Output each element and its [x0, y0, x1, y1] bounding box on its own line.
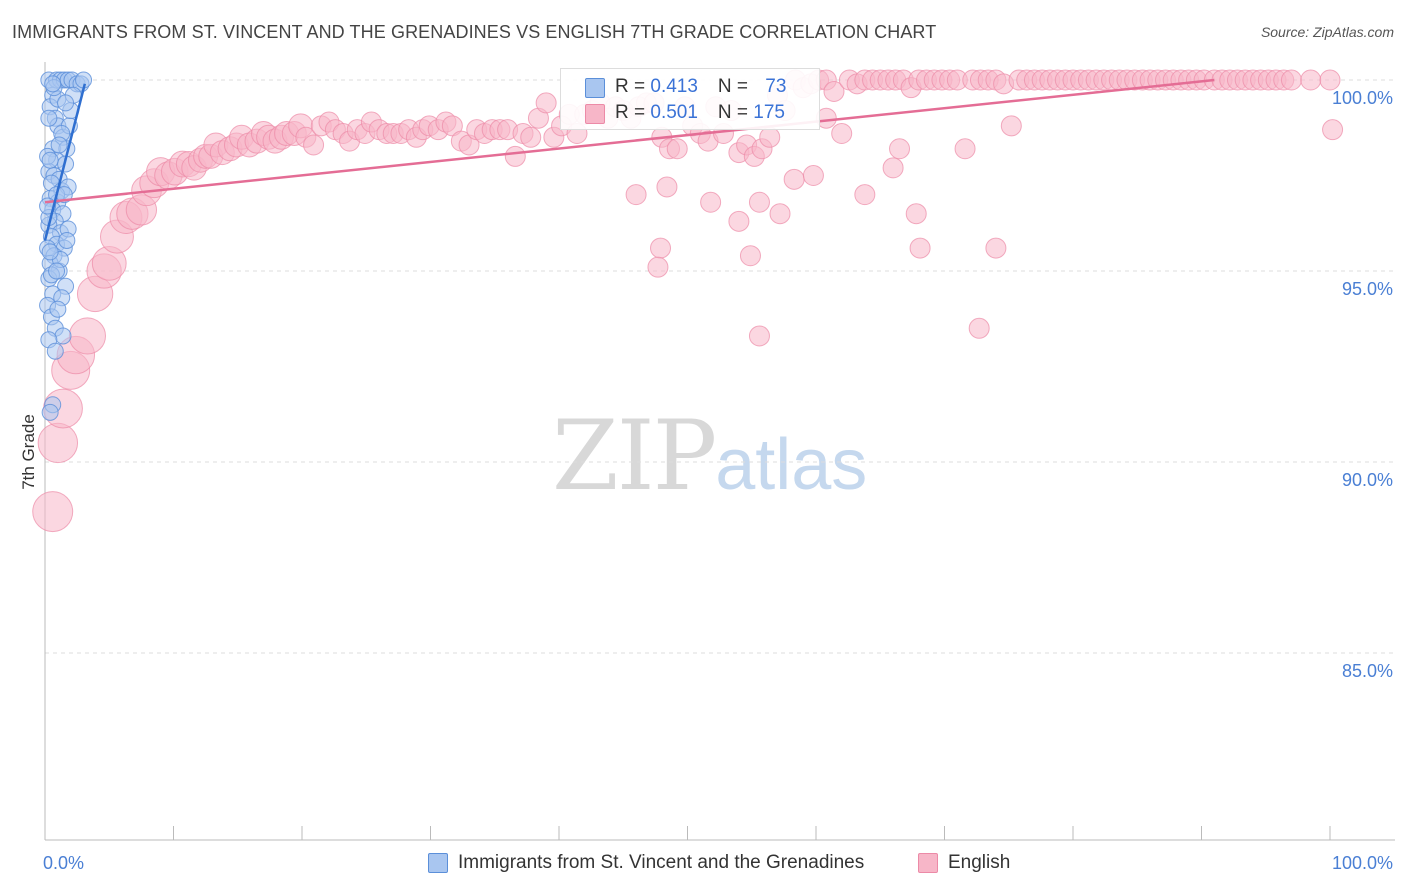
english-point	[954, 138, 976, 160]
english-point	[520, 126, 542, 148]
immigrants-point	[41, 403, 59, 421]
x-tick-label: 100.0%	[1332, 853, 1393, 873]
y-tick-label: 85.0%	[1342, 661, 1393, 681]
english-point	[728, 210, 750, 232]
english-point	[759, 126, 781, 148]
bottom-legend-swatch-pink	[918, 853, 938, 873]
tick-labels: 85.0% 90.0% 95.0% 100.0% 0.0% 100.0% 7th Grade	[19, 88, 1393, 873]
english-point	[739, 245, 761, 267]
english-point	[656, 176, 678, 198]
legend-n-value: 73	[765, 76, 787, 97]
english-point	[889, 138, 911, 160]
english-point	[535, 92, 557, 114]
immigrants-point	[44, 75, 62, 93]
english-point	[700, 191, 722, 213]
immigrants-point	[54, 327, 72, 345]
english-point	[37, 422, 79, 464]
y-tick-label: 100.0%	[1332, 88, 1393, 108]
legend-n-label: N =	[717, 76, 754, 97]
legend-r-value: 0.413	[650, 76, 698, 97]
english-point	[625, 184, 647, 206]
english-point	[909, 237, 931, 259]
immigrants-point	[57, 94, 75, 112]
english-point	[1319, 69, 1341, 91]
legend-r-label: R =	[615, 76, 651, 97]
axes	[44, 62, 1395, 841]
immigrants-point	[50, 136, 68, 154]
watermark-atlas: atlas	[715, 425, 868, 505]
bottom-legend-swatch-blue	[428, 853, 448, 873]
trend-lines	[43, 78, 1215, 241]
immigrants-point	[41, 243, 59, 261]
english-point	[647, 256, 669, 278]
y-tick-label: 95.0%	[1342, 279, 1393, 299]
chart-title: IMMIGRANTS FROM ST. VINCENT AND THE GREN…	[12, 22, 937, 42]
immigrants-point	[58, 231, 76, 249]
english-point	[1322, 119, 1344, 141]
english-point	[748, 325, 770, 347]
legend-r-label: R =	[615, 102, 651, 123]
immigrants-points	[39, 71, 93, 421]
english-point	[985, 237, 1007, 259]
y-axis-label: 7th Grade	[19, 414, 38, 490]
correlation-legend: R = 0.413 N = 73 R = 0.501 N = 175	[560, 68, 820, 130]
immigrants-point	[48, 262, 66, 280]
english-point	[650, 237, 672, 259]
english-point	[1280, 69, 1302, 91]
english-point	[748, 191, 770, 213]
english-point	[831, 122, 853, 144]
immigrants-point	[49, 300, 67, 318]
english-point	[783, 168, 805, 190]
english-point	[802, 165, 824, 186]
english-point	[68, 317, 106, 355]
immigrants-point	[41, 151, 59, 169]
english-point	[1300, 69, 1322, 91]
gridlines	[45, 79, 1395, 654]
english-point	[303, 134, 325, 156]
english-point	[1000, 115, 1022, 137]
y-tick-label: 90.0%	[1342, 470, 1393, 490]
legend-n-value: 175	[753, 102, 785, 123]
english-point	[882, 157, 904, 179]
english-point	[32, 491, 74, 533]
english-point	[905, 203, 927, 225]
immigrants-point	[46, 342, 64, 360]
x-tick-label: 0.0%	[43, 853, 84, 873]
legend-n-label: N =	[717, 102, 754, 123]
english-point	[504, 145, 526, 167]
zipatlas-watermark: ZIPatlas	[552, 400, 867, 512]
legend-swatch-pink	[585, 104, 605, 124]
legend-r-value: 0.501	[650, 102, 698, 123]
bottom-legend-label-immigrants: Immigrants from St. Vincent and the Gren…	[458, 852, 865, 873]
english-point	[823, 80, 845, 102]
watermark-zip: ZIP	[552, 400, 717, 512]
legend-swatch-blue	[585, 78, 605, 98]
english-point	[854, 184, 876, 206]
bottom-legend-label-english: English	[948, 852, 1011, 873]
immigrants-point	[40, 109, 58, 127]
english-point	[968, 317, 990, 339]
source-label: Source: ZipAtlas.com	[1260, 24, 1394, 40]
english-trend-line	[44, 78, 1215, 204]
immigrants-trend-line	[43, 83, 87, 241]
english-point	[769, 203, 791, 225]
english-point	[666, 138, 688, 160]
